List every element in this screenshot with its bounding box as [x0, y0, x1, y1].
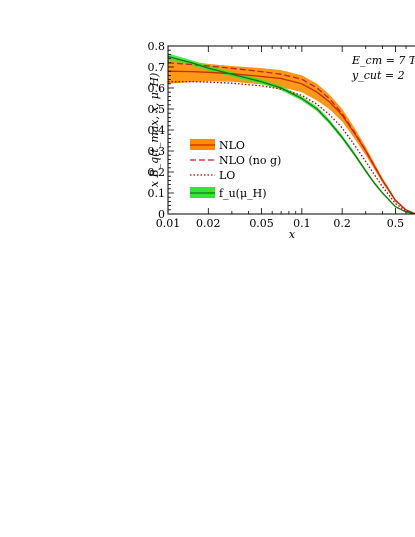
y-tick-labels: 0 0.1 0.2 0.3 0.4 0.5 0.6 0.7 0.8 [148, 40, 166, 221]
x-tick-label-3: 0.1 [293, 217, 311, 230]
legend-label-3: f_u(μ_H) [219, 187, 266, 200]
series-line-3 [167, 55, 415, 215]
x-tick-label-0: 0.01 [156, 217, 181, 230]
x-axis-label: x [289, 228, 296, 241]
y-tick-label-1: 0.1 [148, 187, 166, 200]
y-tick-label-7: 0.7 [148, 61, 166, 74]
legend-label-1: NLO (no g) [219, 154, 281, 167]
legend-label-0: NLO [219, 139, 245, 152]
x-tick-label-4: 0.2 [333, 217, 351, 230]
series-line-2 [168, 81, 415, 215]
x-tick-labels: 0.01 0.02 0.05 0.1 0.2 0.5 [156, 217, 404, 230]
y-tick-label-5: 0.5 [148, 103, 166, 116]
y-tick-label-3: 0.3 [148, 145, 166, 158]
x-tick-label-5: 0.5 [387, 217, 405, 230]
x-tick-label-1: 0.02 [196, 217, 221, 230]
series-lines [167, 55, 415, 215]
legend: NLO NLO (no g) LO f_u(μ_H) [190, 139, 281, 200]
y-axis-label: x B̃_q(t_max, x, μ_H) [148, 73, 161, 187]
series-line-1 [167, 62, 415, 215]
band-0 [168, 58, 415, 214]
y-tick-label-8: 0.8 [148, 40, 166, 53]
annotation-ycut: y_cut = 2 [351, 69, 405, 82]
y-tick-label-6: 0.6 [148, 82, 166, 95]
y-tick-label-2: 0.2 [148, 166, 166, 179]
error-bands [168, 53, 415, 214]
y-tick-label-4: 0.4 [148, 124, 166, 137]
y-tick-label-0: 0 [158, 208, 165, 221]
annotation-energy: E_cm = 7 TeV [351, 54, 415, 67]
legend-label-2: LO [219, 169, 235, 182]
axis-ticks [167, 45, 407, 215]
x-tick-label-2: 0.05 [249, 217, 274, 230]
